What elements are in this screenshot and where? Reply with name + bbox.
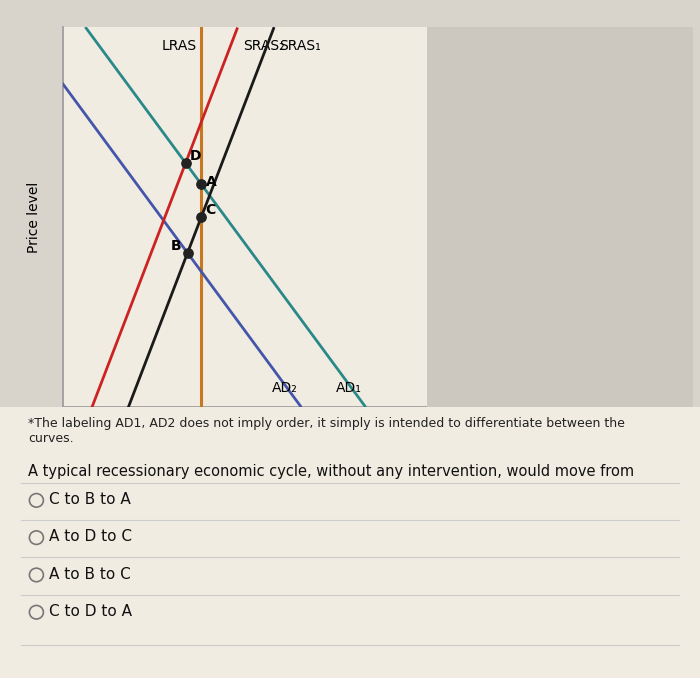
Text: Real GDP: Real GDP: [162, 449, 227, 462]
Point: [182, 247, 193, 258]
Text: A to B to C: A to B to C: [49, 567, 131, 582]
Text: D: D: [190, 149, 202, 163]
Text: A: A: [206, 175, 216, 189]
Text: Y₁: Y₁: [195, 428, 209, 441]
Text: LRAS: LRAS: [162, 39, 197, 52]
Text: A typical recessionary economic cycle, without any intervention, would move from: A typical recessionary economic cycle, w…: [28, 464, 634, 479]
Text: *The labeling AD1, AD2 does not imply order, it simply is intended to differenti: *The labeling AD1, AD2 does not imply or…: [28, 417, 625, 445]
Text: C to B to A: C to B to A: [49, 492, 131, 507]
Point: [180, 157, 191, 168]
Text: SRAS₂: SRAS₂: [243, 39, 285, 52]
Text: SRAS₁: SRAS₁: [279, 39, 321, 52]
Point: [196, 179, 207, 190]
Text: B: B: [171, 239, 182, 253]
Point: [196, 212, 207, 222]
Text: C: C: [206, 203, 216, 217]
Text: AD₂: AD₂: [272, 382, 298, 395]
Text: C to D to A: C to D to A: [49, 604, 132, 619]
Y-axis label: Price level: Price level: [27, 181, 41, 253]
Text: AD₁: AD₁: [336, 382, 362, 395]
Text: A to D to C: A to D to C: [49, 530, 132, 544]
